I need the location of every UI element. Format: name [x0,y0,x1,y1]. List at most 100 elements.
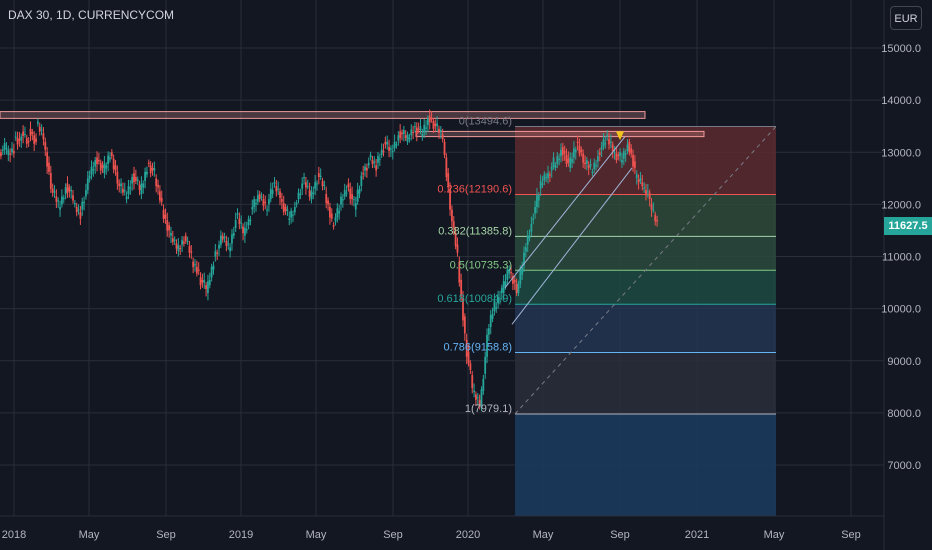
candle-body [149,165,152,174]
last-price-badge: 11627.5 [884,217,932,235]
candle-body [443,141,446,155]
candle-body [251,206,254,210]
fib-level-label: 0.618(10084.9) [437,293,512,305]
candle-body [508,269,511,274]
candle-body [112,158,115,170]
candle-body [584,162,586,164]
candle-body [96,157,98,164]
candle-body [166,220,169,231]
candle-body [415,127,418,135]
candle-body [181,240,183,245]
candle-body [451,209,453,222]
candle-body [308,190,311,197]
candle-body [637,179,640,183]
candle-body [269,188,272,200]
candle-body [367,162,370,166]
candle-body [286,209,289,211]
candle-body [3,143,6,150]
candle-body [386,141,389,145]
candle-body [72,195,74,201]
candle-body [118,183,121,187]
candle-body [497,296,500,304]
time-tick-label: Sep [610,529,630,541]
candle-body [57,200,60,202]
candle-body [158,191,161,201]
candle-body [27,141,30,143]
candle-body [574,149,577,153]
price-tick-label: 13000.0 [881,147,921,159]
candle-body [604,143,607,145]
candle-body [292,214,294,216]
candle-body [480,389,483,408]
candle-body [199,277,202,286]
candle-body [144,171,146,181]
candle-body [177,245,180,252]
candle-body [434,123,437,127]
candle-body [356,190,359,202]
candle-body [120,183,122,187]
candle-body [277,188,280,190]
fib-level-label: 1(7979.1) [465,403,512,415]
candle-body [513,279,516,283]
candle-body [101,165,104,168]
candle-body [129,187,132,189]
candle-body [512,276,514,284]
candle-body [64,187,67,194]
fib-level-label: 0.382(11385.8) [438,225,512,237]
candle-body [49,173,52,189]
candle-body [582,153,585,163]
candle-body [578,145,581,154]
candle-body [334,217,337,222]
candle-body [207,281,209,293]
candle-body [85,190,87,197]
candle-body [195,266,198,274]
candle-body [619,152,622,157]
candle-body [20,136,23,141]
candle-body [317,173,320,178]
candle-body [22,131,25,136]
currency-button[interactable]: EUR [890,6,922,30]
candle-body [83,201,85,204]
candle-body [362,173,365,175]
candle-body [282,203,285,213]
price-tick-label: 11000.0 [882,252,921,264]
candle-body [428,115,431,123]
candle-body [380,149,383,155]
candle-body [210,266,213,278]
candle-body [338,210,341,214]
candle-body [438,128,440,133]
candle-body [138,184,141,191]
candle-body [103,163,106,174]
price-axis: 7000.0 8000.0 9000.0 10000.0 11000.0 12000.0 1… [881,43,921,472]
candle-body [377,156,379,163]
candle-body [340,196,342,205]
candle-body [68,187,71,192]
candle-body [88,175,91,179]
candle-body [212,265,215,270]
resistance-zone [415,130,705,138]
candle-body [262,199,265,206]
candle-body [532,218,535,221]
candle-body [314,182,317,189]
candle-body [384,141,387,145]
candle-body [268,199,270,205]
candle-body [147,162,150,164]
candle-body [345,192,348,194]
candle-body [46,152,49,167]
fib-zone [515,236,776,271]
candle-body [264,201,267,204]
candle-body [38,126,41,132]
candle-body [255,203,257,205]
candle-body [229,247,232,252]
candle-body [208,279,211,286]
candle-body [127,186,130,194]
candle-body [449,188,451,210]
candle-body [412,132,414,134]
candle-body [432,120,435,129]
candle-body [201,279,204,283]
candle-body [639,178,642,181]
candle-body [330,213,333,219]
candle-body [500,287,503,293]
candle-body [521,266,524,275]
